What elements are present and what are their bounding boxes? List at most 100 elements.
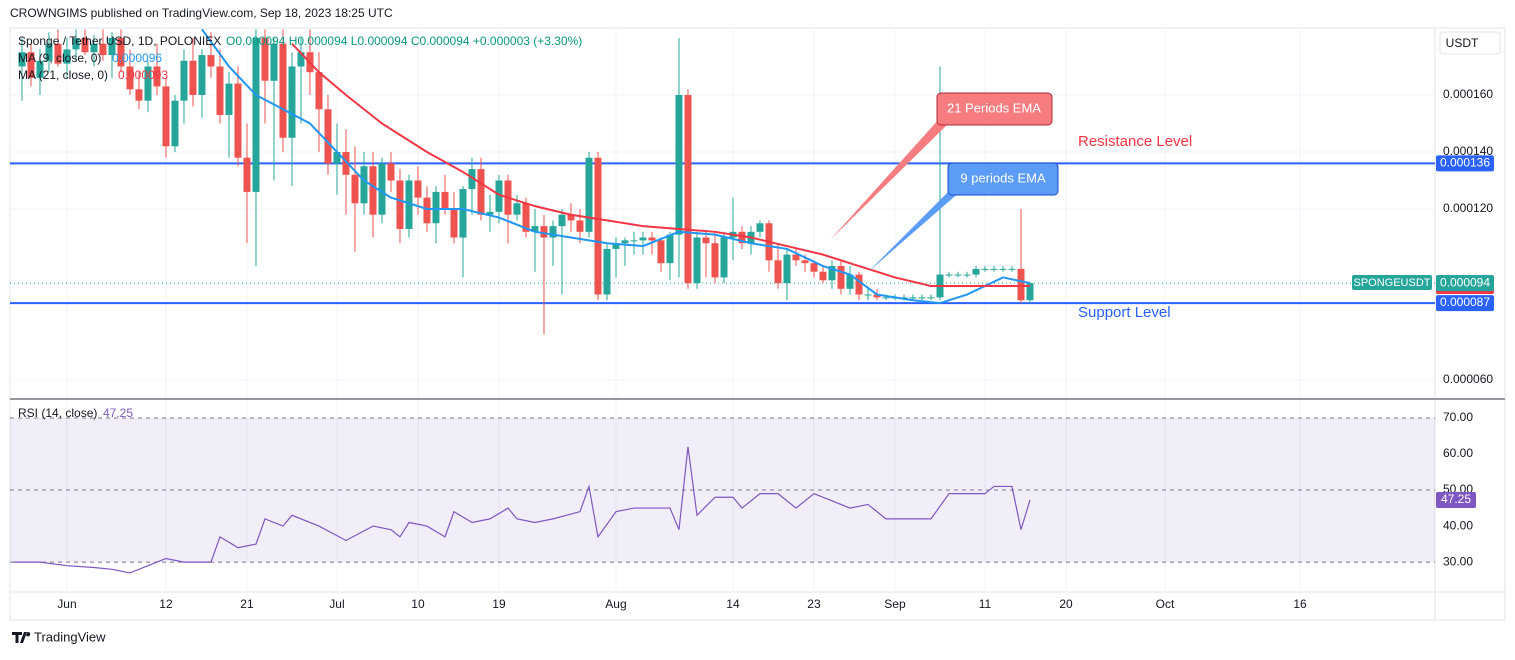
candle-body — [792, 254, 800, 261]
x-tick-label: Aug — [605, 597, 626, 611]
candle-body — [297, 52, 305, 67]
candle-body — [477, 169, 485, 215]
candle-body — [486, 211, 494, 215]
candle-body — [594, 157, 602, 295]
symbol-title: Sponge / Tether USD, 1D, POLONIEX — [18, 34, 221, 48]
candle-body — [342, 151, 350, 175]
candle-body — [783, 254, 791, 284]
ohlc: O0.000094 H0.000094 L0.000094 C0.000094 … — [226, 34, 582, 48]
candle-body — [693, 237, 701, 284]
candle-body — [846, 274, 854, 289]
candle-body — [36, 60, 44, 78]
x-tick-label: 14 — [726, 597, 740, 611]
candle-body — [18, 52, 26, 67]
candle-body — [945, 274, 953, 276]
rsi-legend-value: 47.25 — [103, 406, 133, 420]
candle-body — [108, 37, 116, 56]
symbol-tag — [1352, 275, 1432, 290]
candle-body — [117, 37, 125, 67]
candle-body — [1026, 283, 1034, 301]
callout-pointer — [830, 118, 952, 240]
candle-body — [351, 174, 359, 204]
candle-body — [315, 72, 323, 110]
rsi-tick-label: 60.00 — [1443, 446, 1473, 460]
candle-body — [288, 66, 296, 138]
candle-body — [963, 274, 971, 276]
candle-body — [225, 83, 233, 115]
candle-body — [81, 37, 89, 53]
candle-body — [171, 100, 179, 147]
candle-body — [648, 237, 656, 241]
candle-body — [603, 248, 611, 295]
legend-ma9: MA (9, close, 0) — [18, 51, 101, 65]
price-tag — [1436, 295, 1494, 312]
y-tick-label: 0.000060 — [1443, 372, 1493, 386]
x-tick-label: Jun — [57, 597, 76, 611]
candle-body — [441, 191, 449, 210]
candle-body — [684, 94, 692, 284]
callout-text: 9 periods EMA — [960, 170, 1046, 185]
x-tick-label: Oct — [1156, 597, 1175, 611]
rsi-tick-label: 70.00 — [1443, 410, 1473, 424]
candle-body — [207, 55, 215, 67]
candle-body — [396, 180, 404, 229]
support-label: Support Level — [1078, 304, 1171, 321]
x-tick-label: 12 — [159, 597, 173, 611]
callout-box — [936, 92, 1053, 126]
candle-body — [261, 37, 269, 81]
candle-body — [405, 180, 413, 229]
candle-body — [63, 49, 71, 64]
currency[interactable]: USDT — [1446, 36, 1479, 50]
candle-body — [72, 37, 80, 50]
candle-body — [432, 191, 440, 224]
candle-body — [414, 180, 422, 198]
candle-body — [522, 203, 530, 232]
rsi-tick-label: 30.00 — [1443, 554, 1473, 568]
rsi-tag — [1436, 491, 1476, 508]
footer: TradingView — [34, 629, 106, 644]
logo — [12, 632, 31, 643]
candle-body — [738, 231, 746, 244]
candle-body — [720, 237, 728, 278]
y-tick-label: 0.000120 — [1443, 201, 1493, 215]
rsi-tick-label: 40.00 — [1443, 518, 1473, 532]
candle-body — [279, 43, 287, 138]
currency-box[interactable] — [1439, 31, 1501, 55]
candle-body — [702, 237, 710, 244]
candle-body — [774, 260, 782, 284]
y-tick-label: 0.000160 — [1443, 87, 1493, 101]
candle-body — [639, 237, 647, 241]
candle-body — [1008, 268, 1016, 270]
y-tick-label: 0.000140 — [1443, 144, 1493, 158]
candle-body — [990, 268, 998, 270]
callout-text: 21 Periods EMA — [947, 100, 1041, 115]
x-tick-label: Jul — [329, 597, 344, 611]
candle-body — [495, 180, 503, 212]
candle-body — [270, 43, 278, 81]
candle-body — [540, 226, 548, 238]
candle-body — [531, 226, 539, 232]
candle-body — [999, 268, 1007, 270]
price-tag-text: 0.000136 — [1440, 156, 1490, 170]
candle-body — [855, 274, 863, 295]
candle-body — [360, 166, 368, 204]
candle-body — [45, 43, 53, 61]
candle-body — [585, 157, 593, 232]
candle-body — [198, 55, 206, 95]
candle-body — [513, 203, 521, 215]
price-tag — [1436, 155, 1494, 172]
frame — [9, 27, 1506, 621]
candle-body — [756, 223, 764, 232]
candle-body — [378, 163, 386, 215]
candle-body — [882, 297, 890, 299]
resistance-label: Resistance Level — [1078, 133, 1192, 150]
candle-body — [549, 226, 557, 238]
price-tag-text: 0.000087 — [1440, 295, 1490, 309]
candle-body — [27, 52, 35, 78]
candle-body — [99, 43, 107, 56]
line-series — [291, 42, 1030, 287]
candle-body — [630, 240, 638, 242]
symbol-tag-text: SPONGEUSDT — [1353, 277, 1430, 289]
candle-body — [387, 163, 395, 181]
candle-body — [819, 271, 827, 281]
